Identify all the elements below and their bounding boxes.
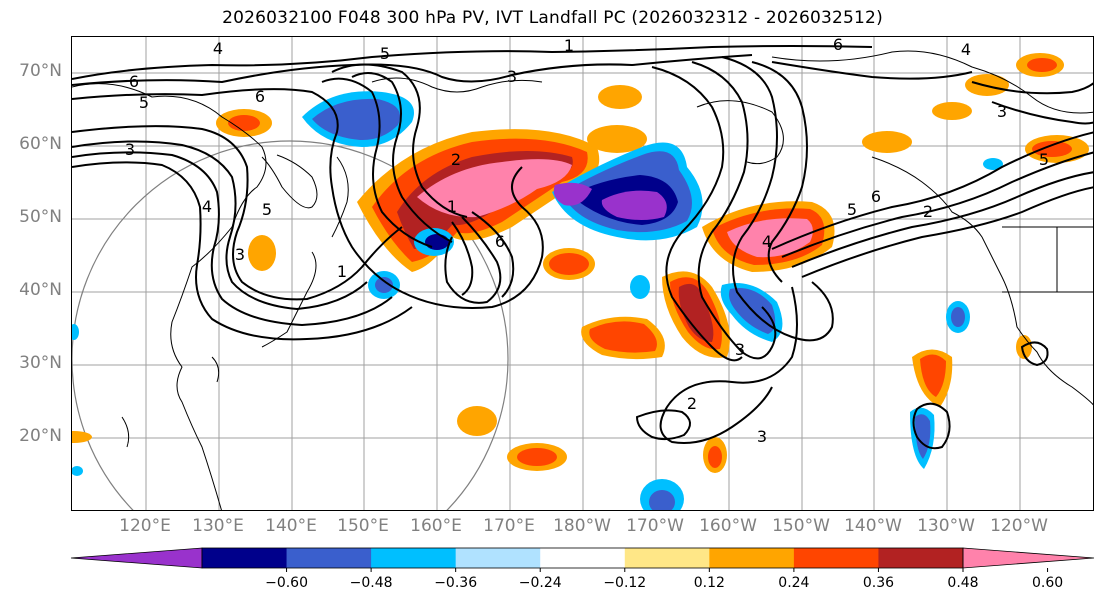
pv-contours	[72, 45, 1093, 450]
colorbar-tick-label: 0.24	[778, 575, 810, 591]
contour-label: 5	[139, 93, 149, 112]
colorbar-segment	[286, 548, 372, 568]
colorbar-segment	[371, 548, 457, 568]
lat-label-40n: 40°N	[19, 280, 62, 300]
colorbar-segment	[455, 548, 541, 568]
map-title: 2026032100 F048 300 hPa PV, IVT Landfall…	[222, 8, 883, 28]
contour-label: 6	[129, 72, 139, 91]
contour-label: 1	[447, 197, 457, 216]
contour-label: 2	[451, 150, 461, 169]
contour-label: 3	[735, 340, 745, 359]
contour-label: 5	[1039, 150, 1049, 169]
lon-label-120e: 120°E	[119, 516, 171, 536]
lon-label-150w: 150°W	[772, 516, 830, 536]
lat-label-60n: 60°N	[19, 134, 62, 154]
colorbar-tick-label: 0.36	[862, 575, 895, 591]
colorbar-tick-label: 0.48	[947, 575, 979, 591]
contour-label: 6	[255, 87, 265, 106]
lat-label-50n: 50°N	[19, 207, 62, 227]
contour-label: 1	[564, 37, 574, 55]
contour-labels: 4 5 1 6 6 3 5 3 6 4 5 3 2 1 6 4 3 6 5 2 …	[125, 37, 1049, 446]
contour-label: 6	[833, 37, 843, 54]
contour-label: 3	[997, 102, 1007, 121]
lon-label-170w: 170°W	[626, 516, 684, 536]
lon-label-120w: 120°W	[990, 516, 1048, 536]
colorbar	[70, 547, 1095, 572]
contour-label: 2	[687, 394, 697, 413]
lon-label-170e: 170°E	[483, 516, 535, 536]
contour-label: 6	[871, 187, 881, 206]
positive-anomaly-shading	[72, 53, 1089, 473]
map-panel[interactable]: 4 5 1 6 6 3 5 3 6 4 5 3 2 1 6 4 3 6 5 2 …	[71, 36, 1094, 511]
lon-label-140w: 140°W	[844, 516, 902, 536]
lon-label-160e: 160°E	[410, 516, 462, 536]
contour-label: 4	[762, 232, 772, 251]
lon-label-160w: 160°W	[699, 516, 757, 536]
contour-label: 3	[125, 140, 135, 159]
colorbar-tick-label: 0.60	[1031, 575, 1064, 591]
coastlines	[72, 50, 1093, 510]
map-canvas: 4 5 1 6 6 3 5 3 6 4 5 3 2 1 6 4 3 6 5 2 …	[72, 37, 1093, 510]
colorbar-tick-label: −0.12	[603, 575, 647, 591]
contour-label: 3	[235, 245, 245, 264]
colorbar-tick-label: −0.36	[434, 575, 478, 591]
contour-label: 5	[847, 200, 857, 219]
colorbar-segment-min	[70, 547, 203, 569]
contour-label: 4	[213, 39, 223, 58]
colorbar-segment	[624, 548, 710, 568]
lon-label-130e: 130°E	[192, 516, 244, 536]
contour-label: 4	[202, 197, 212, 216]
colorbar-tick-label: −0.48	[349, 575, 393, 591]
lat-label-20n: 20°N	[19, 426, 62, 446]
colorbar-tick-label: 0.12	[693, 575, 725, 591]
lat-label-30n: 30°N	[19, 353, 62, 373]
colorbar-tick-label: −0.60	[265, 575, 308, 591]
contour-label: 1	[337, 262, 347, 281]
colorbar-segment	[793, 548, 879, 568]
colorbar-outline	[201, 547, 964, 569]
contour-label: 3	[507, 67, 517, 86]
colorbar-segment	[878, 548, 964, 568]
negative-anomaly-shading	[72, 91, 1003, 510]
colorbar-tick-marks	[286, 568, 1049, 572]
colorbar-segment	[202, 548, 288, 568]
contour-label: 3	[757, 427, 767, 446]
contour-label: 6	[495, 232, 505, 251]
colorbar-segment	[540, 548, 626, 568]
colorbar-tick-label: −0.24	[518, 575, 562, 591]
colorbar-segment	[709, 548, 795, 568]
colorbar-segments	[70, 547, 1095, 569]
contour-label: 5	[262, 200, 272, 219]
contour-label: 2	[923, 202, 933, 221]
contour-label: 5	[380, 44, 390, 63]
lon-label-130w: 130°W	[917, 516, 975, 536]
lat-label-70n: 70°N	[19, 61, 62, 81]
lon-label-140e: 140°E	[265, 516, 317, 536]
contour-label: 4	[961, 40, 971, 59]
range-circle	[72, 140, 509, 510]
colorbar-segment-max	[962, 547, 1095, 569]
lon-label-180w: 180°W	[553, 516, 611, 536]
lon-label-150e: 150°E	[337, 516, 389, 536]
